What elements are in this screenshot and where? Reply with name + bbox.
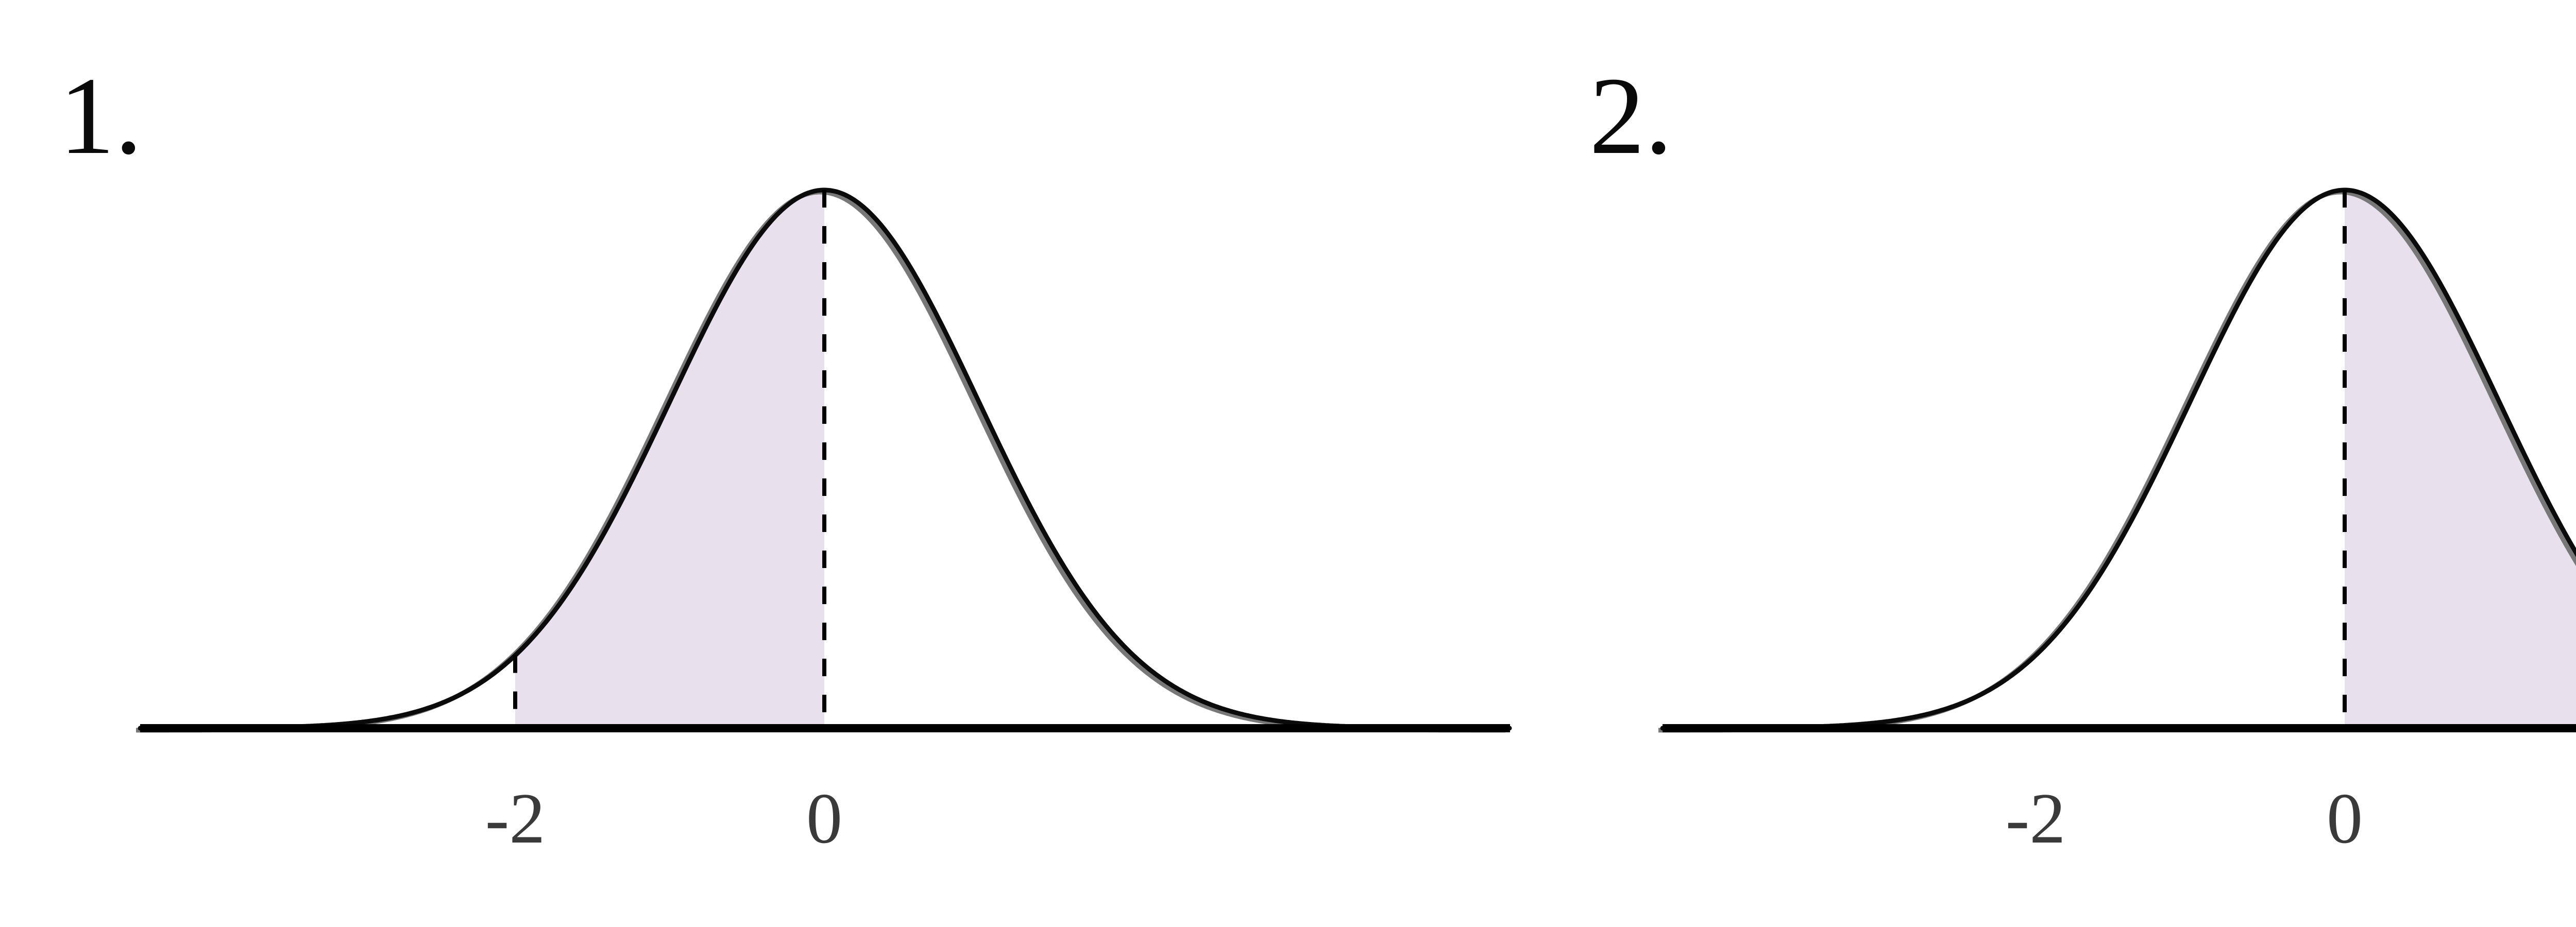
normal-curve bbox=[1660, 187, 2576, 731]
shaded-region bbox=[2345, 190, 2576, 728]
normal-curve-figure-2: 2. -2 0 bbox=[1589, 54, 2576, 859]
x-tick-label-neg2: -2 bbox=[485, 779, 546, 859]
x-tick-label-0: 0 bbox=[2327, 779, 2363, 859]
x-tick-label-neg2: -2 bbox=[2006, 779, 2066, 859]
x-tick-label-0: 0 bbox=[806, 779, 842, 859]
normal-curve-figure-1: 1. -2 0 bbox=[59, 54, 1512, 859]
figure-number: 2. bbox=[1589, 54, 1672, 177]
shaded-region bbox=[515, 190, 824, 728]
figure-number: 1. bbox=[59, 54, 142, 177]
figure-1-labels: 1. -2 0 bbox=[59, 54, 842, 859]
figure-2-labels: 2. -2 0 bbox=[1589, 54, 2363, 859]
